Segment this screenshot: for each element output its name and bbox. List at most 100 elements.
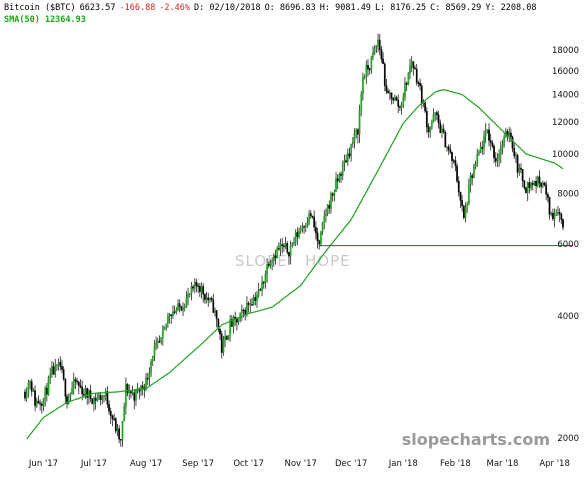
- candle-body: [362, 77, 364, 95]
- candle-body: [560, 213, 563, 220]
- candle-body: [526, 182, 529, 193]
- candle-body: [261, 281, 263, 291]
- candle-body: [545, 184, 548, 195]
- candle-body: [98, 395, 100, 399]
- candle-body: [404, 82, 406, 97]
- candle-body: [27, 382, 30, 394]
- x-tick-label: Mar '18: [487, 459, 519, 469]
- candle-body: [93, 397, 95, 405]
- candle-body: [158, 341, 161, 343]
- candle-body: [461, 200, 463, 207]
- candle-body: [61, 366, 63, 370]
- candle-body: [303, 226, 305, 228]
- candle-body: [513, 148, 516, 157]
- candle-body: [37, 400, 40, 404]
- candle-body: [357, 129, 359, 135]
- candle-body: [409, 65, 411, 74]
- candle-body: [516, 154, 519, 173]
- candle-body: [74, 379, 77, 382]
- y-tick-label: 8000: [557, 189, 579, 199]
- candle-body: [309, 213, 312, 217]
- candle-body: [540, 182, 542, 187]
- candle-body: [520, 167, 522, 170]
- candle-body: [555, 212, 558, 216]
- candle-body: [420, 85, 423, 104]
- candle-body: [397, 99, 400, 107]
- candle-body: [168, 314, 171, 317]
- x-tick-label: Apr '18: [539, 459, 570, 469]
- candle-body: [442, 128, 445, 133]
- candle-body: [35, 400, 38, 407]
- candle-body: [390, 92, 393, 99]
- candle-body: [518, 167, 521, 173]
- candle-body: [163, 326, 166, 331]
- candle-body: [436, 112, 438, 116]
- candle-body: [424, 102, 426, 112]
- candle-body: [210, 297, 213, 300]
- price-header: Bitcoin ($BTC) 6623.57 -166.88 -2.46% D: 02/…: [4, 3, 541, 13]
- candle-body: [180, 306, 183, 311]
- candle-body: [405, 82, 408, 85]
- candle-body: [385, 85, 388, 92]
- y-axis: 2000 4000 6000 8000 10000 12000 14000 16000 1800…: [552, 46, 579, 444]
- candle-body: [195, 282, 198, 286]
- candle-body: [328, 204, 331, 209]
- candle-body: [150, 361, 152, 373]
- candle-body: [113, 418, 115, 420]
- candle-body: [244, 310, 247, 315]
- candle-body: [162, 329, 164, 338]
- candle-body: [59, 362, 62, 367]
- sma-line: [26, 88, 564, 440]
- candle-body: [415, 68, 418, 83]
- candle-body: [323, 215, 326, 223]
- candle-body: [541, 182, 544, 187]
- candle-body: [66, 396, 68, 404]
- candle-body: [494, 157, 497, 162]
- candle-body: [469, 175, 472, 185]
- candle-body: [530, 183, 532, 189]
- candle-body: [219, 328, 221, 335]
- candle-body: [467, 184, 470, 205]
- candle-body: [165, 323, 168, 327]
- candle-body: [125, 384, 127, 407]
- candle-body: [212, 299, 215, 313]
- candle-body: [562, 219, 564, 228]
- candle-body: [49, 374, 52, 378]
- candle-body: [34, 390, 36, 407]
- candle-body: [101, 396, 104, 400]
- candle-body: [46, 387, 48, 395]
- candle-body: [133, 392, 136, 401]
- candle-body: [57, 362, 60, 365]
- overlay-layer: [26, 88, 574, 440]
- candle-body: [523, 180, 526, 188]
- candle-body: [298, 230, 300, 237]
- candle-body: [412, 61, 415, 69]
- candle-body: [39, 403, 41, 405]
- candle-body: [478, 152, 480, 155]
- candle-body: [343, 160, 346, 164]
- candle-body: [414, 67, 416, 70]
- candle-body: [375, 45, 378, 48]
- candle-body: [94, 397, 97, 401]
- candle-body: [96, 397, 99, 401]
- candle-body: [229, 319, 231, 336]
- candle-body: [486, 129, 489, 131]
- candle-body: [501, 144, 504, 149]
- candle-body: [550, 212, 553, 215]
- brand-watermark: slopecharts.com: [402, 430, 550, 449]
- candle-body: [363, 77, 366, 79]
- candle-body: [289, 245, 292, 257]
- x-tick-label: Jul '17: [80, 459, 107, 469]
- candle-body: [321, 222, 324, 233]
- candle-body: [106, 391, 109, 405]
- instrument-name: Bitcoin ($BTC): [4, 3, 76, 13]
- candle-body: [449, 149, 452, 153]
- candle-body: [543, 182, 546, 186]
- candle-body: [553, 215, 556, 220]
- candle-body: [419, 82, 421, 86]
- candle-body: [439, 122, 442, 133]
- candle-body: [316, 232, 319, 241]
- bar-low: L: 8176.25: [374, 3, 427, 13]
- y-tick-label: 14000: [552, 91, 579, 101]
